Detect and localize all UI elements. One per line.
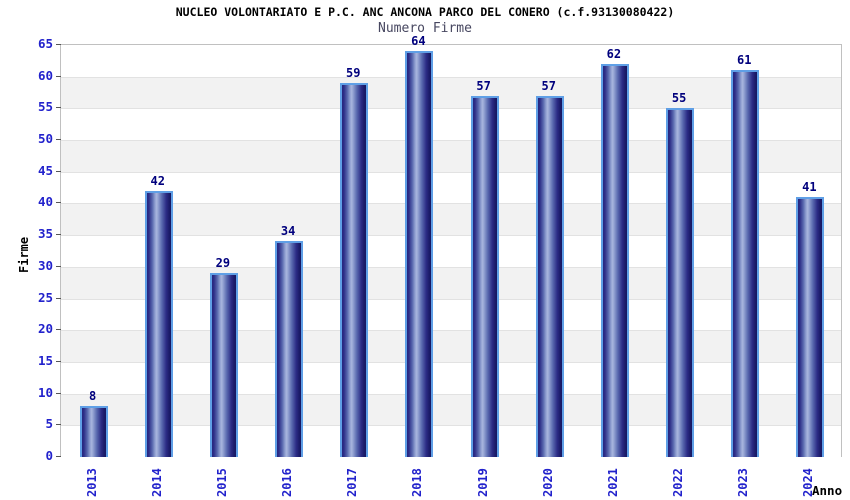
bar-2023	[731, 70, 760, 457]
y-tick-label: 35	[37, 226, 53, 242]
grid-band	[61, 203, 841, 236]
bar-2013	[79, 406, 108, 457]
y-tick-mark	[56, 107, 61, 109]
bar-2016	[275, 241, 304, 457]
bar-value-label: 41	[802, 180, 817, 195]
y-tick-label: 45	[37, 162, 53, 178]
y-tick-label: 10	[37, 384, 53, 400]
grid-band	[61, 425, 841, 457]
plot-area	[60, 44, 842, 457]
y-tick-mark	[56, 44, 61, 45]
grid-band	[61, 45, 841, 77]
grid-band	[61, 235, 841, 267]
x-tick-label-2015: 2015	[214, 468, 229, 497]
bar-value-label: 59	[346, 66, 361, 81]
y-tick-mark	[56, 424, 61, 426]
grid-band	[61, 171, 841, 204]
x-tick-label-2023: 2023	[736, 468, 751, 497]
y-tick-mark	[56, 297, 61, 299]
y-tick-mark	[56, 75, 61, 77]
grid-band	[61, 393, 841, 426]
bar-2014	[144, 190, 173, 457]
bar-2019	[470, 95, 499, 457]
y-tick-label: 65	[37, 36, 53, 51]
x-axis-title: Anno	[812, 483, 843, 498]
y-tick-mark	[56, 329, 61, 331]
x-tick-label-2016: 2016	[280, 468, 295, 497]
x-tick-label-2014: 2014	[149, 468, 164, 497]
bar-value-label: 57	[476, 78, 491, 93]
grid-band	[61, 298, 841, 331]
bar-2022	[666, 108, 695, 457]
x-tick-label-2022: 2022	[671, 468, 686, 497]
y-tick-label: 60	[37, 67, 53, 83]
bar-value-label: 62	[606, 47, 622, 61]
bar-value-label: 61	[737, 53, 752, 68]
bar-value-label: 42	[150, 173, 165, 188]
bar-2021	[600, 64, 629, 457]
y-tick-label: 15	[37, 352, 53, 368]
chart-title: NUCLEO VOLONTARIATO E P.C. ANC ANCONA PA…	[175, 5, 675, 19]
chart-subtitle: Numero Firme	[378, 21, 472, 36]
grid-band	[61, 266, 841, 299]
y-tick-mark	[56, 360, 61, 362]
y-tick-label: 20	[37, 321, 53, 337]
bar-value-label: 34	[280, 224, 296, 239]
y-tick-label: 30	[37, 257, 53, 273]
y-tick-label: 55	[37, 99, 53, 115]
bar-value-label: 55	[671, 91, 687, 106]
grid-band	[61, 76, 841, 109]
bar-value-label: 29	[215, 256, 231, 271]
bar-2015	[209, 273, 238, 457]
x-tick-label-2018: 2018	[410, 468, 425, 497]
y-tick-mark	[56, 202, 61, 204]
grid-band	[61, 140, 841, 172]
bar-2020	[535, 95, 564, 457]
y-tick-mark	[56, 265, 61, 267]
y-tick-label: 5	[45, 416, 53, 432]
y-tick-mark	[56, 234, 61, 236]
y-tick-label: 25	[37, 289, 53, 305]
bar-value-label: 8	[88, 389, 97, 404]
y-tick-mark	[56, 456, 61, 457]
grid-band	[61, 108, 841, 141]
bar-2017	[340, 83, 369, 457]
grid-band	[61, 330, 841, 362]
grid-band	[61, 361, 841, 394]
x-tick-label-2017: 2017	[345, 468, 360, 497]
bar-2018	[405, 51, 434, 457]
y-tick-mark	[56, 392, 61, 394]
y-tick-label: 0	[45, 448, 53, 463]
y-tick-label: 40	[37, 194, 53, 210]
x-tick-label-2019: 2019	[475, 468, 490, 497]
x-tick-label-2013: 2013	[84, 468, 99, 497]
y-tick-mark	[56, 170, 61, 172]
bar-2024	[796, 197, 825, 457]
y-tick-label: 50	[37, 131, 53, 147]
x-tick-label-2021: 2021	[605, 468, 620, 497]
bar-value-label: 64	[411, 34, 426, 49]
x-tick-label-2020: 2020	[540, 468, 555, 497]
bar-value-label: 57	[541, 78, 556, 93]
y-tick-mark	[56, 139, 61, 141]
